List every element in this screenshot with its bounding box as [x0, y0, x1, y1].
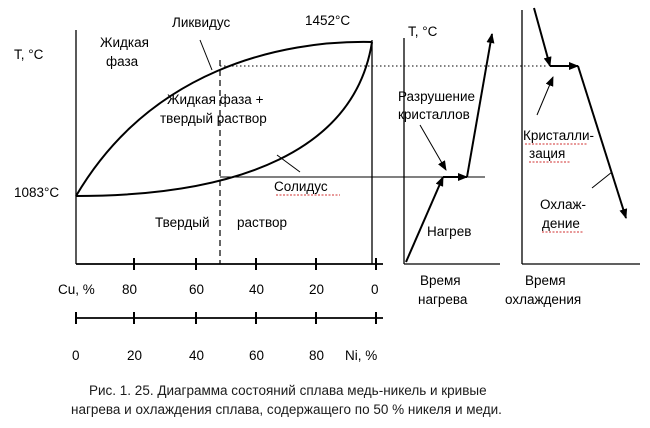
heating-curve-lower — [405, 176, 444, 263]
liquid-phase-label-1: Жидкая — [100, 35, 149, 50]
crystal-destruction-arrow — [419, 124, 447, 171]
phase-diagram: T, °C Жидкая фаза Ликвидус 1452°C Жидкая… — [14, 13, 547, 264]
cooling-time-label-1: Время — [525, 273, 566, 288]
cooling-time-label-2: охлаждения — [505, 292, 581, 307]
cu-tick-label: 60 — [189, 282, 204, 297]
cooling-leader-line — [591, 171, 613, 189]
cooling-label-1: Охлаж- — [540, 197, 586, 212]
cu-tick-label: 20 — [309, 282, 324, 297]
ni-melting-point-label: 1452°C — [305, 13, 350, 28]
figure-caption-line-2: нагрева и охлаждения сплава, содержащего… — [71, 402, 502, 417]
solidus-leader-line — [276, 154, 301, 173]
ni-tick-label: 40 — [189, 348, 204, 363]
crystal-destruction-label-1: Разрушение — [398, 89, 475, 104]
crystallization-arrow — [536, 76, 554, 116]
heating-curve-panel: T, °C Разрушение кристаллов Нагрев Время… — [398, 24, 500, 307]
ni-tick-label: 20 — [127, 348, 142, 363]
composition-axes: Cu, % 80 60 40 20 0 0 20 40 60 80 Ni, % — [58, 258, 383, 363]
cu-tick-label: 0 — [371, 282, 379, 297]
ni-tick-label: 60 — [249, 348, 264, 363]
ni-tick-label: 80 — [309, 348, 324, 363]
heating-label: Нагрев — [427, 224, 471, 239]
phase-t-axis-label: T, °C — [14, 47, 44, 62]
liquidus-label: Ликвидус — [172, 15, 230, 30]
cu-axis-label: Cu, % — [58, 282, 95, 297]
cooling-curve-panel: Кристалли- зация Охлаж- дение Время охла… — [505, 7, 640, 307]
cooling-label-2: дение — [542, 216, 580, 231]
cu-melting-point-label: 1083°C — [14, 185, 59, 200]
solid-solution-label-1: Твердый — [155, 215, 210, 230]
liquidus-leader-line — [199, 39, 213, 71]
heating-t-axis-label: T, °C — [408, 24, 438, 39]
figure-caption-line-1: Рис. 1. 25. Диаграмма состояний сплава м… — [89, 383, 487, 398]
liquidus-curve — [75, 40, 373, 197]
solidus-label: Солидус — [274, 179, 328, 194]
ni-tick-label: 0 — [72, 348, 80, 363]
liquid-phase-label-2: фаза — [106, 54, 139, 69]
cu-tick-label: 80 — [122, 282, 137, 297]
cooling-curve-upper — [533, 7, 552, 67]
crystallization-label-2: зация — [529, 146, 565, 161]
cooling-curve-lower — [577, 65, 628, 219]
two-phase-label-2: твердый раствор — [160, 111, 267, 126]
heating-curve-upper — [466, 33, 495, 178]
heating-time-label-1: Время — [420, 273, 461, 288]
heating-time-label-2: нагрева — [418, 292, 468, 307]
crystallization-label-1: Кристалли- — [523, 128, 594, 143]
ni-axis-label: Ni, % — [345, 348, 377, 363]
two-phase-label-1: Жидкая фаза + — [167, 92, 264, 107]
crystal-destruction-label-2: кристаллов — [398, 107, 470, 122]
solidus-curve — [75, 41, 373, 197]
cu-tick-label: 40 — [249, 282, 264, 297]
solid-solution-label-2: раствор — [237, 215, 287, 230]
